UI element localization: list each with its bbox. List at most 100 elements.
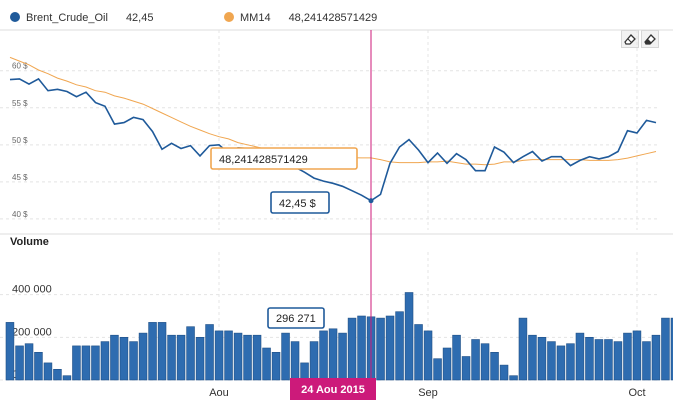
- volume-bar: [205, 324, 214, 381]
- volume-bar: [376, 317, 385, 381]
- chart-toolbar: [621, 30, 661, 48]
- crosshair-date-box: [290, 378, 376, 400]
- volume-y-tick-label: 400 000: [12, 284, 52, 296]
- volume-bar: [176, 334, 186, 381]
- volume-bar: [34, 351, 43, 381]
- ma-tooltip-label: 48,241428571429: [219, 154, 308, 166]
- volume-bar: [414, 324, 423, 381]
- volume-bar: [262, 347, 271, 381]
- volume-bar: [195, 336, 205, 381]
- volume-bar: [480, 343, 490, 381]
- volume-bar: [72, 345, 81, 381]
- volume-panel-title: Volume: [10, 236, 49, 248]
- volume-bar: [433, 358, 442, 381]
- volume-bar: [252, 334, 262, 381]
- price-y-tick-label: 50 $: [12, 136, 28, 145]
- volume-bar: [452, 334, 461, 381]
- x-tick-label: Aou: [209, 387, 229, 399]
- price-y-tick-label: 45 $: [12, 173, 28, 182]
- volume-bar: [110, 334, 119, 381]
- price-tooltip-label: 42,45 $: [279, 198, 316, 210]
- volume-bar: [138, 332, 148, 381]
- volume-bar: [585, 336, 594, 381]
- volume-tooltip-label: 296 271: [276, 313, 316, 325]
- volume-bar: [91, 345, 100, 381]
- volume-tooltip-box: [267, 307, 325, 329]
- volume-bar: [224, 330, 233, 381]
- volume-bar: [309, 341, 319, 381]
- volume-bar: [100, 341, 110, 381]
- volume-bar: [670, 317, 673, 381]
- volume-bar: [471, 339, 480, 381]
- volume-bar: [623, 332, 632, 381]
- volume-bar: [632, 330, 642, 381]
- series-line-brent: [9, 77, 657, 202]
- volume-bar: [319, 330, 328, 381]
- volume-bar: [385, 315, 395, 381]
- volume-bar: [53, 368, 62, 381]
- volume-bar: [395, 311, 404, 381]
- volume-bar: [642, 341, 651, 381]
- volume-bar: [518, 317, 528, 381]
- volume-bar: [461, 356, 471, 381]
- volume-bar: [300, 362, 309, 381]
- volume-bar: [509, 375, 518, 381]
- legend-brent-value: 42,45: [125, 12, 154, 24]
- x-tick-label: Oct: [628, 387, 645, 399]
- volume-bar: [24, 343, 34, 381]
- volume-bar: [15, 345, 24, 381]
- volume-bar: [281, 332, 290, 381]
- volume-bar: [43, 362, 53, 381]
- price-y-tick-label: 60 $: [12, 62, 28, 71]
- volume-bar: [423, 330, 433, 381]
- volume-bar: [338, 332, 347, 381]
- eraser-icon[interactable]: [621, 30, 639, 48]
- volume-bar: [651, 334, 661, 381]
- legend-mm14-name: MM14: [240, 12, 271, 24]
- chart-legend: Brent_Crude_Oil 42,45 MM14 48,241428571429: [0, 0, 673, 30]
- volume-bar: [271, 351, 281, 381]
- price-y-tick-label: 55 $: [12, 99, 28, 108]
- legend-item-brent[interactable]: Brent_Crude_Oil 42,45: [10, 11, 153, 25]
- volume-bar: [214, 330, 224, 381]
- volume-bar: [290, 341, 300, 381]
- volume-bar: [119, 336, 129, 381]
- volume-bar: [604, 339, 613, 381]
- legend-dot-brent-icon: [10, 12, 20, 22]
- volume-bar: [566, 343, 575, 381]
- volume-y-tick-label: 0: [12, 369, 18, 381]
- volume-bar: [537, 336, 547, 381]
- volume-bar: [556, 345, 566, 381]
- legend-mm14-value: 48,241428571429: [288, 12, 378, 24]
- volume-bar: [328, 328, 338, 381]
- eraser-all-icon[interactable]: [641, 30, 659, 48]
- volume-bar: [613, 341, 623, 381]
- legend-dot-mm14-icon: [224, 12, 234, 22]
- volume-bar: [661, 317, 670, 381]
- volume-bar: [490, 351, 499, 381]
- volume-bar: [357, 315, 366, 381]
- volume-bar: [499, 364, 509, 381]
- crosshair-date-label: 24 Aou 2015: [301, 384, 365, 396]
- legend-item-mm14[interactable]: MM14 48,241428571429: [224, 11, 377, 25]
- volume-bar: [404, 292, 414, 381]
- volume-bar: [62, 375, 72, 381]
- volume-bar: [5, 322, 15, 381]
- price-marker-dot: [368, 198, 374, 204]
- legend-brent-name: Brent_Crude_Oil: [26, 12, 108, 24]
- volume-bar: [243, 334, 252, 381]
- volume-bar: [148, 322, 157, 381]
- volume-bar: [129, 341, 138, 381]
- volume-bar: [167, 334, 176, 381]
- price-tooltip-box: [270, 191, 330, 214]
- volume-bar: [594, 339, 604, 381]
- volume-bar: [81, 345, 91, 381]
- volume-bar: [347, 317, 357, 381]
- volume-bar: [157, 322, 167, 381]
- volume-y-tick-label: 200 000: [12, 326, 52, 338]
- ma-tooltip-box: [210, 147, 358, 170]
- volume-bar: [528, 334, 537, 381]
- x-tick-label: Sep: [418, 387, 438, 399]
- volume-bar: [186, 326, 195, 381]
